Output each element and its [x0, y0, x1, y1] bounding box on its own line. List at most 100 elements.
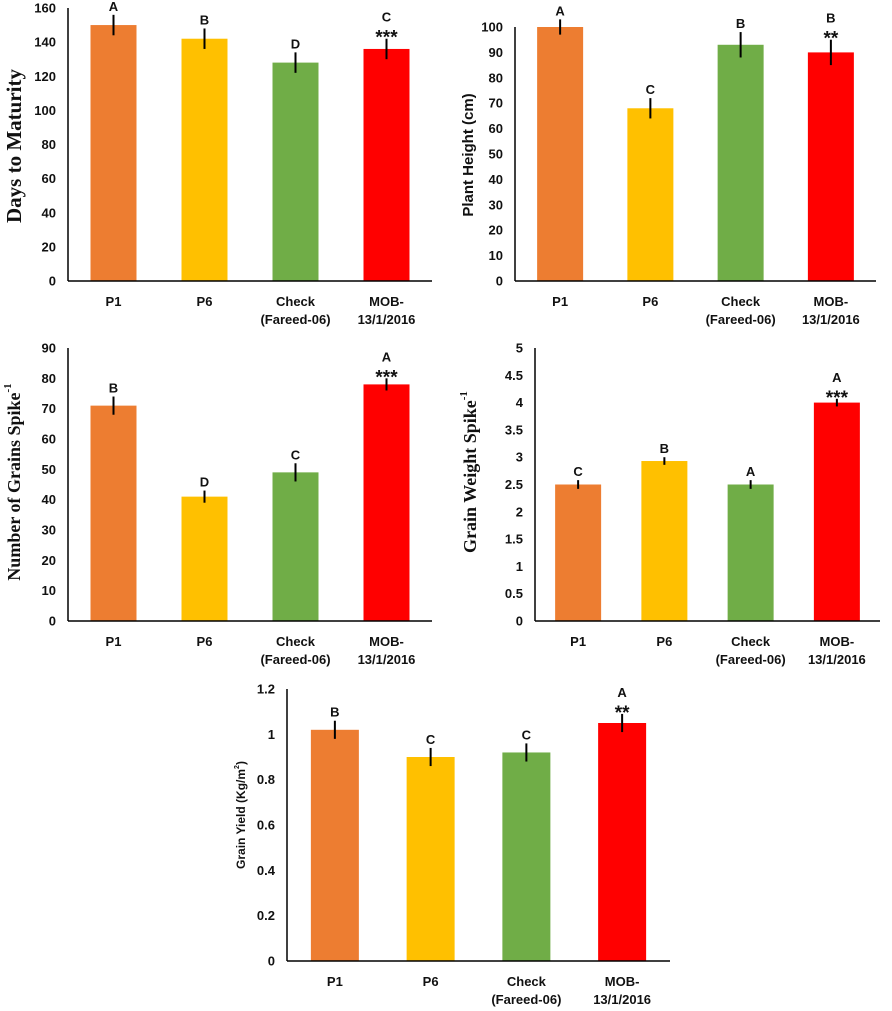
bar: [181, 496, 228, 621]
y-tick-label: 40: [42, 205, 56, 220]
category-label: MOB-: [369, 294, 404, 309]
category-label: (Fareed-06): [716, 652, 786, 667]
y-tick-label: 100: [481, 20, 503, 35]
bar: [310, 729, 359, 961]
category-label: P6: [642, 294, 658, 309]
bar: [181, 38, 228, 282]
category-label: 13/1/2016: [593, 992, 651, 1007]
group-letter: D: [200, 475, 209, 490]
chart-1: 0 20 40 60 80 100 120 140 160 A P1 B P6 D Check (Fareed…: [2, 0, 432, 327]
y-tick-label: 0.6: [257, 818, 275, 833]
category-label: (Fareed-06): [706, 312, 776, 327]
category-label: (Fareed-06): [491, 992, 561, 1007]
y-tick-label: 70: [42, 401, 56, 416]
y-tick-label: 30: [489, 197, 503, 212]
significance-marker: **: [823, 29, 838, 50]
category-label: P1: [106, 634, 122, 649]
category-label: P1: [552, 294, 568, 309]
category-label: (Fareed-06): [260, 652, 330, 667]
group-letter: A: [746, 464, 756, 479]
category-label: P1: [327, 974, 343, 989]
y-tick-label: 0.8: [257, 772, 275, 787]
category-label: 13/1/2016: [358, 652, 416, 667]
group-letter: B: [109, 381, 118, 396]
y-tick-label: 10: [42, 583, 56, 598]
category-label: 13/1/2016: [358, 312, 416, 327]
bar: [272, 472, 319, 621]
bar: [641, 461, 688, 621]
group-letter: B: [826, 11, 835, 26]
category-label: Check: [276, 634, 316, 649]
significance-marker: ***: [375, 28, 398, 49]
chart-4: 0 0.5 1 1.5 2 2.5 3 3.5 4 4.5 5 C P1 B P6 A Check (Fareed…: [458, 341, 880, 667]
bar: [555, 484, 602, 621]
bar: [537, 27, 584, 281]
category-label: MOB-: [369, 634, 404, 649]
category-label: P1: [106, 294, 122, 309]
group-letter: D: [291, 36, 300, 51]
y-tick-label: 60: [42, 432, 56, 447]
y-tick-label: 3.5: [505, 422, 523, 437]
y-tick-label: 80: [42, 371, 56, 386]
y-tick-label: 120: [34, 69, 56, 84]
category-label: P6: [656, 634, 672, 649]
significance-marker: ***: [375, 367, 398, 388]
group-letter: B: [330, 705, 339, 720]
bar: [90, 405, 137, 621]
group-letter: C: [382, 10, 392, 25]
group-letter: B: [200, 12, 209, 27]
group-letter: A: [832, 370, 842, 385]
group-letter: C: [573, 464, 583, 479]
y-tick-label: 20: [42, 553, 56, 568]
y-tick-label: 1.2: [257, 682, 275, 697]
significance-marker: **: [615, 703, 630, 724]
category-label: Check: [276, 294, 316, 309]
y-tick-label: 1: [516, 559, 523, 574]
y-tick-label: 0.4: [257, 863, 276, 878]
category-label: (Fareed-06): [260, 312, 330, 327]
bar: [813, 402, 860, 621]
y-tick-label: 60: [489, 121, 503, 136]
bar: [406, 757, 455, 961]
y-tick-label: 0: [268, 954, 275, 969]
category-label: Check: [507, 974, 547, 989]
y-tick-label: 2: [516, 504, 523, 519]
y-tick-label: 70: [489, 96, 503, 111]
y-axis-title: Grain Weight Spike-1: [458, 391, 480, 553]
y-tick-label: 140: [34, 35, 56, 50]
y-tick-label: 3: [516, 450, 523, 465]
bar: [598, 723, 647, 961]
y-tick-label: 5: [516, 341, 523, 356]
bar: [807, 52, 854, 282]
bar: [502, 752, 551, 961]
category-label: Check: [731, 634, 771, 649]
y-tick-label: 0.5: [505, 586, 523, 601]
y-axis-title: Number of Grains Spike-1: [2, 383, 24, 580]
group-letter: A: [617, 685, 627, 700]
group-letter: C: [522, 727, 532, 742]
category-label: MOB-: [820, 634, 855, 649]
y-tick-label: 50: [489, 147, 503, 162]
chart-3: 0 10 20 30 40 50 60 70 80 90 B P1 D P6 C Check (Fareed-0…: [2, 341, 432, 667]
bar: [272, 62, 319, 281]
chart-2: 0 10 20 30 40 50 60 70 80 90 100 A P1 C P6 B Check (Faree…: [460, 3, 876, 327]
y-tick-label: 100: [34, 103, 56, 118]
y-tick-label: 20: [42, 239, 56, 254]
y-tick-label: 60: [42, 171, 56, 186]
y-tick-label: 0: [516, 614, 523, 629]
significance-marker: ***: [826, 388, 849, 409]
group-letter: A: [109, 0, 119, 14]
y-tick-label: 1: [268, 727, 275, 742]
category-label: 13/1/2016: [802, 312, 860, 327]
category-label: P1: [570, 634, 586, 649]
category-label: MOB-: [814, 294, 849, 309]
group-letter: A: [382, 349, 392, 364]
y-tick-label: 40: [489, 172, 503, 187]
category-label: P6: [197, 634, 213, 649]
y-tick-label: 0.2: [257, 908, 275, 923]
bar: [363, 48, 410, 282]
y-tick-label: 90: [489, 45, 503, 60]
y-axis-title: Grain Yield (Kg/m2): [234, 761, 248, 869]
y-tick-label: 50: [42, 462, 56, 477]
